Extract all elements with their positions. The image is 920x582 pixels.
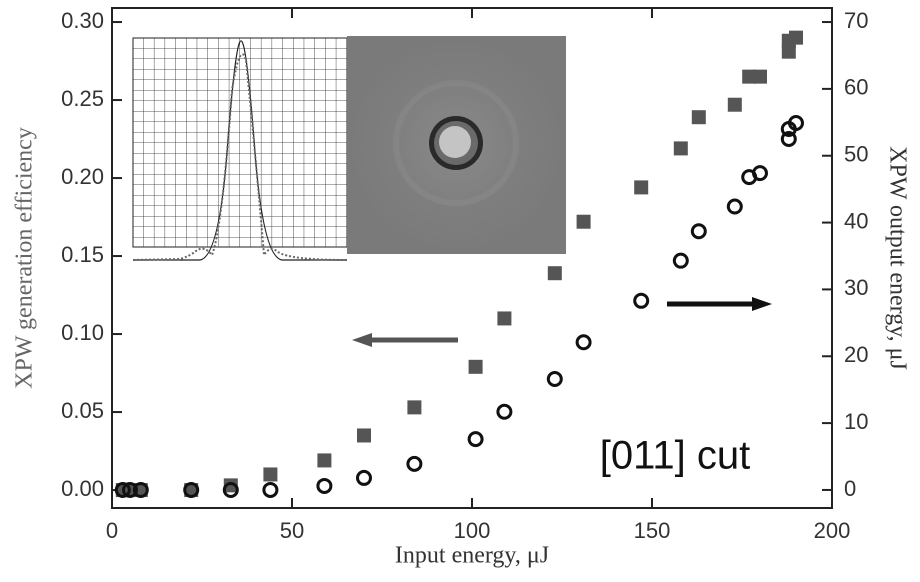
y-tick-label: 0.00 [61, 476, 104, 501]
circle-marker [780, 131, 797, 148]
square-marker [634, 180, 649, 195]
square-marker [673, 141, 688, 156]
y2-tick-label: 10 [844, 409, 868, 434]
circle-marker [788, 114, 804, 131]
x-tick-label: 0 [106, 518, 118, 543]
square-marker [727, 97, 742, 112]
circle-marker [752, 165, 768, 182]
circle-marker [132, 481, 149, 498]
circle-marker [262, 481, 279, 498]
circle-marker [316, 477, 333, 494]
y2-axis-title: XPW output energy, μJ [884, 146, 910, 370]
y-axis-title: XPW generation efficiency [12, 127, 38, 389]
x-tick-label: 150 [634, 518, 671, 543]
arrow-right [667, 297, 772, 311]
square-marker [547, 266, 562, 281]
square-marker [357, 428, 371, 443]
y-tick-label: 0.05 [61, 398, 104, 423]
square-marker [753, 69, 767, 84]
y2-tick-label: 30 [844, 275, 868, 300]
square-marker [691, 110, 706, 125]
square-marker [497, 311, 512, 326]
circle-marker [122, 481, 138, 498]
circle-marker [690, 223, 707, 240]
square-marker [742, 69, 757, 84]
square-marker [789, 30, 803, 45]
y-tick-label: 0.20 [61, 164, 104, 189]
circle-marker [222, 481, 239, 498]
y-tick-label: 0.30 [61, 8, 104, 33]
y-tick-label: 0.25 [61, 86, 104, 111]
circle-marker [467, 431, 484, 448]
square-marker [468, 359, 483, 374]
circle-marker [406, 455, 423, 472]
square-marker [223, 478, 238, 493]
square-marker [263, 467, 278, 482]
circle-marker [546, 370, 563, 387]
annotation: [011] cut [600, 434, 750, 478]
inset-profile [132, 37, 348, 261]
y-tick-label: 0.10 [61, 320, 104, 345]
y2-tick-label: 50 [844, 142, 868, 167]
x-tick-label: 50 [280, 518, 304, 543]
y-tick-label: 0.15 [61, 242, 104, 267]
y2-tick-label: 20 [844, 342, 868, 367]
circle-marker [114, 481, 131, 498]
square-marker [576, 214, 591, 229]
circle-marker [496, 403, 513, 420]
circle-marker [356, 469, 372, 486]
x-tick-label: 200 [814, 518, 851, 543]
circle-marker [672, 252, 689, 269]
circle-marker [726, 198, 743, 215]
x-tick-label: 100 [454, 518, 491, 543]
circle-marker [575, 334, 592, 351]
y2-tick-label: 70 [844, 8, 868, 33]
y2-tick-label: 60 [844, 75, 868, 100]
circle-marker [633, 292, 650, 309]
y2-tick-label: 40 [844, 208, 868, 233]
y2-tick-label: 0 [844, 476, 856, 501]
inset-beam-image [347, 36, 566, 254]
circle-marker [183, 481, 200, 498]
square-marker [317, 453, 332, 468]
square-marker [781, 44, 796, 59]
square-marker [407, 400, 422, 415]
arrow-left [352, 333, 458, 347]
x-axis-title: Input energy, μJ [395, 543, 549, 569]
